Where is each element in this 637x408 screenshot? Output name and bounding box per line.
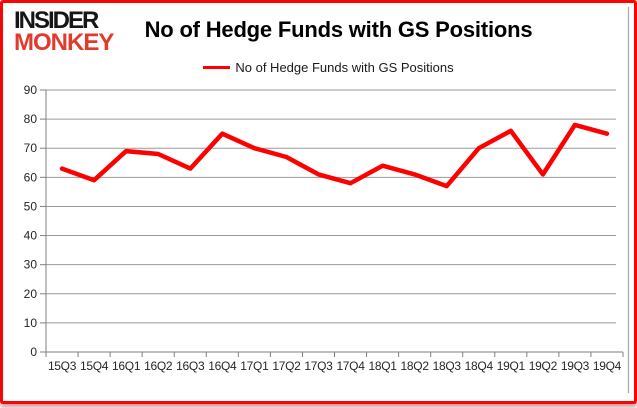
insider-monkey-logo: INSIDER MONKEY: [14, 7, 114, 57]
x-tick-label: 17Q1: [240, 359, 269, 373]
x-tick-label: 16Q2: [144, 359, 173, 373]
y-tick-label: 60: [24, 170, 38, 184]
x-tick-label: 18Q1: [369, 359, 398, 373]
y-tick-label: 90: [24, 83, 38, 97]
x-tick-label: 17Q2: [272, 359, 301, 373]
legend-line-swatch: [203, 66, 231, 69]
y-tick-label: 10: [24, 316, 38, 330]
x-tick-label: 18Q2: [401, 359, 430, 373]
x-tick-label: 19Q2: [529, 359, 558, 373]
y-tick-label: 40: [24, 229, 38, 243]
x-tick-label: 17Q3: [304, 359, 333, 373]
x-tick-label: 17Q4: [336, 359, 365, 373]
chart-title: No of Hedge Funds with GS Positions: [144, 17, 533, 42]
y-tick-label: 30: [24, 258, 38, 272]
x-tick-label: 15Q4: [80, 359, 109, 373]
y-tick-label: 0: [30, 345, 37, 359]
chart-legend: No of Hedge Funds with GS Positions: [23, 60, 634, 75]
y-tick-label: 20: [24, 287, 38, 301]
x-tick-label: 16Q3: [176, 359, 205, 373]
logo-text-monkey: MONKEY: [14, 29, 114, 57]
legend-label: No of Hedge Funds with GS Positions: [235, 60, 454, 75]
x-tick-label: 18Q3: [433, 359, 462, 373]
x-tick-label: 16Q1: [112, 359, 141, 373]
series-line: [59, 122, 610, 189]
y-tick-label: 80: [24, 112, 38, 126]
x-tick-label: 19Q1: [497, 359, 526, 373]
x-tick-label: 16Q4: [208, 359, 237, 373]
y-tick-label: 50: [24, 199, 38, 213]
y-tick-label: 70: [24, 141, 38, 155]
x-tick-label: 19Q3: [561, 359, 590, 373]
x-tick-label: 18Q4: [465, 359, 494, 373]
x-tick-label: 15Q3: [48, 359, 77, 373]
logo-text-insider: INSIDER: [14, 7, 99, 34]
x-tick-label: 19Q4: [593, 359, 622, 373]
